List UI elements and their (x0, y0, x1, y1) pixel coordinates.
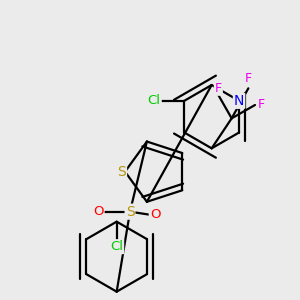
Text: O: O (150, 208, 160, 221)
Text: F: F (245, 72, 252, 85)
Text: S: S (117, 165, 126, 179)
Text: F: F (215, 82, 222, 95)
Text: N: N (234, 94, 244, 108)
Text: Cl: Cl (148, 94, 161, 107)
Text: Cl: Cl (110, 240, 123, 253)
Text: S: S (126, 205, 134, 219)
Text: F: F (258, 98, 265, 112)
Text: O: O (93, 205, 104, 218)
